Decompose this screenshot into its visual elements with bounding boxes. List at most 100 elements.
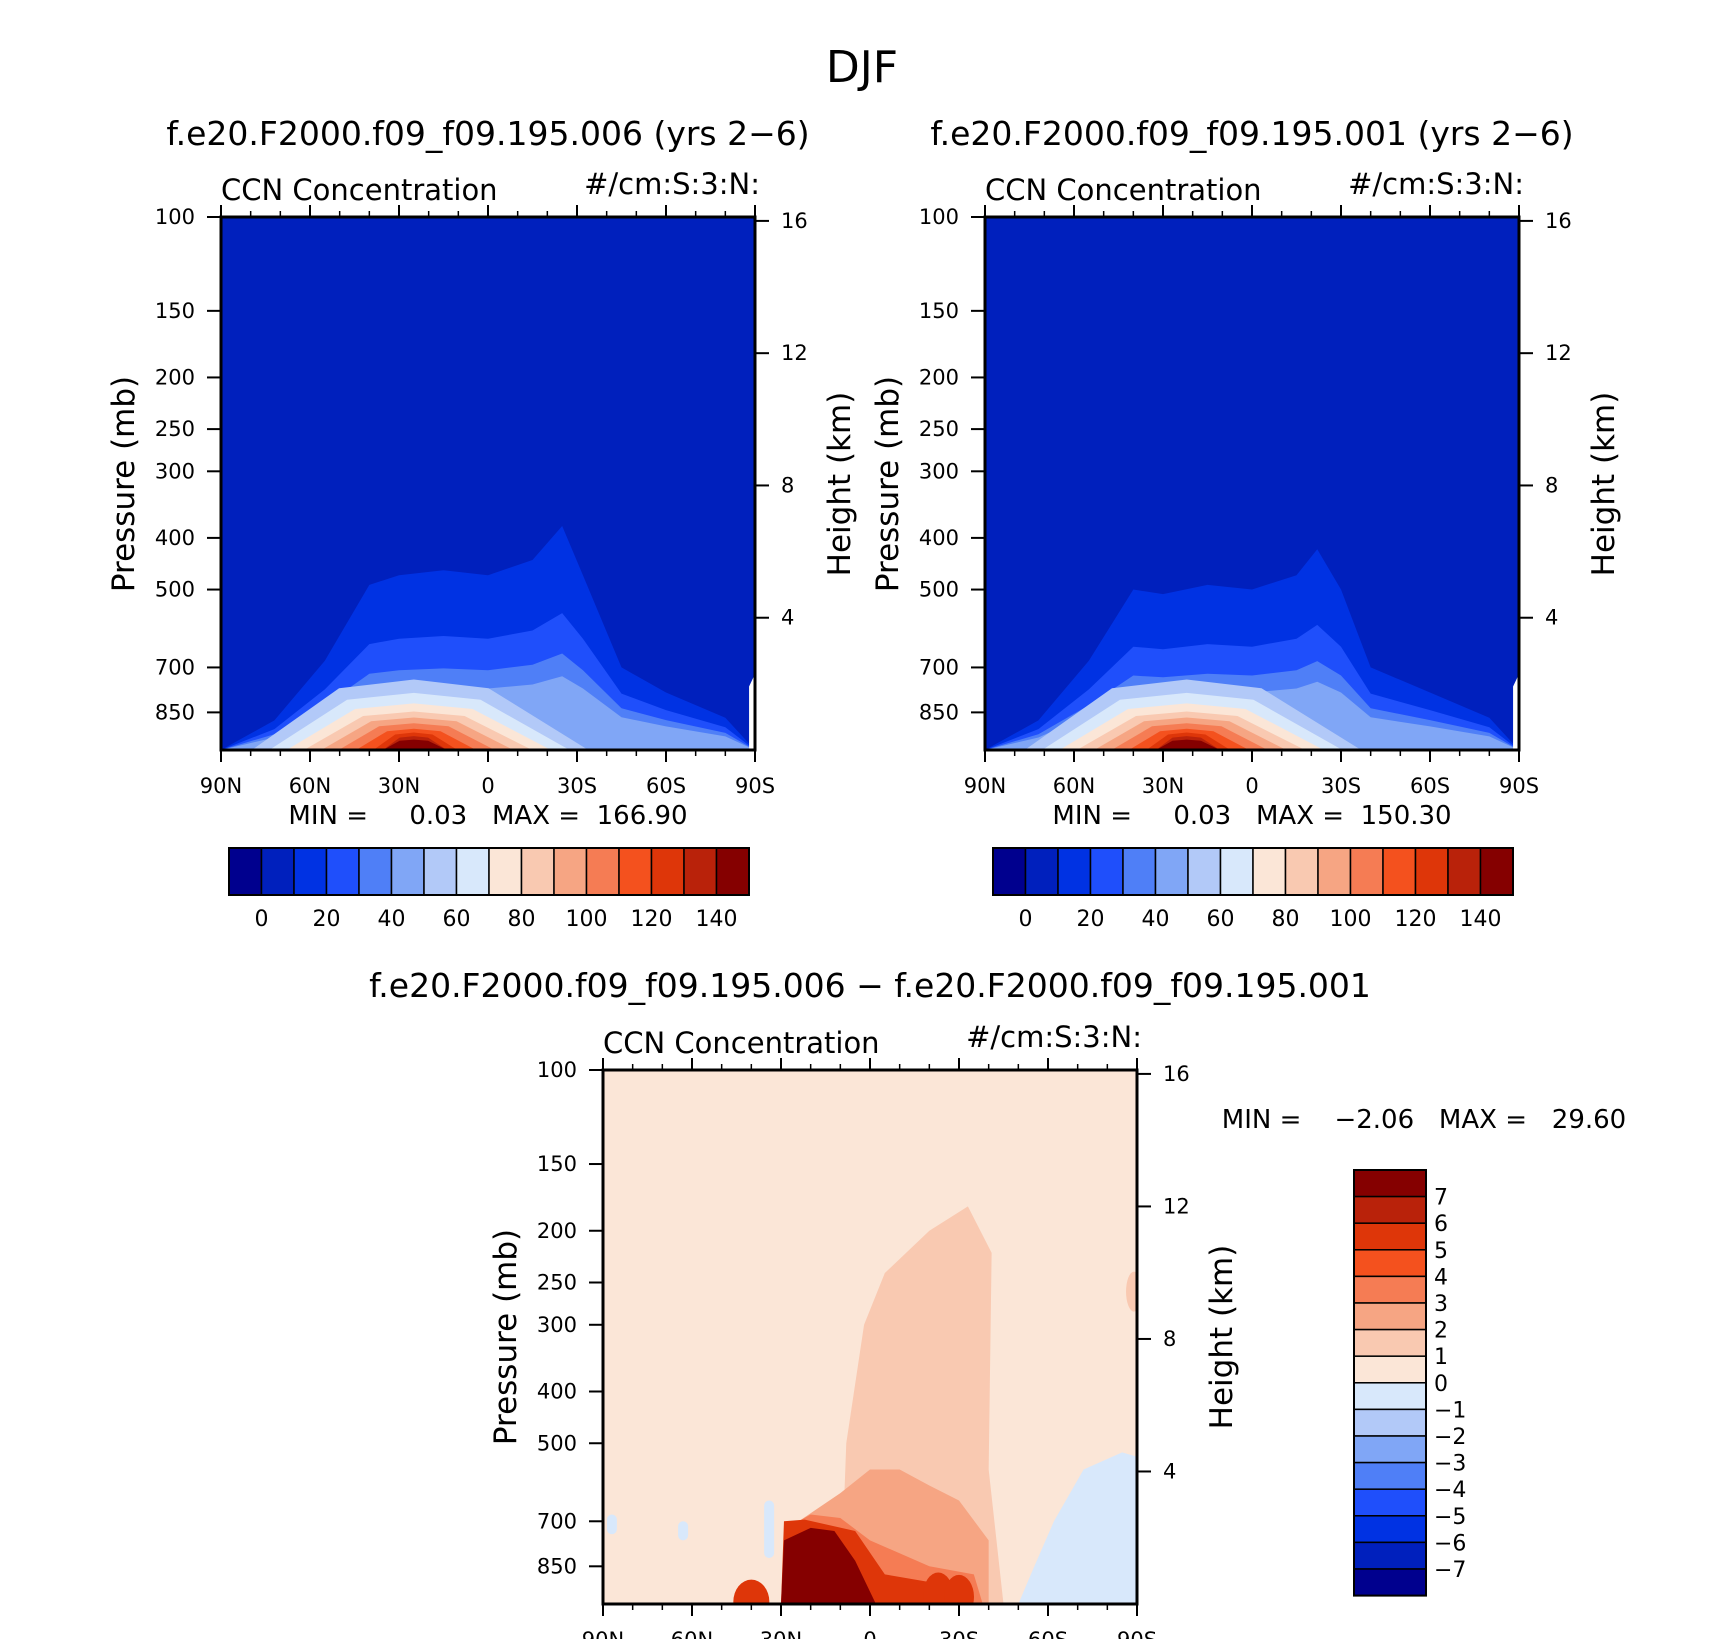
y-tick-label: 500 — [155, 578, 195, 602]
panel-a-colorbar: 0 20 40 60 80 100 120 140 — [228, 847, 750, 932]
colorbar-swatch — [1057, 847, 1092, 896]
colorbar-swatch — [1353, 1435, 1427, 1464]
y-tick-label: 150 — [155, 299, 195, 323]
colorbar-label: −4 — [1434, 1478, 1466, 1503]
colorbar-frame — [228, 847, 750, 896]
contour-level — [678, 1521, 689, 1541]
colorbar-swatch — [1353, 1302, 1427, 1331]
x-tick-label: 60S — [1028, 1628, 1068, 1639]
colorbar-swatch — [1353, 1195, 1427, 1224]
colorbar-swatch — [390, 847, 425, 896]
colorbar-swatch — [1353, 1328, 1427, 1357]
panel-b-right-label: #/cm:S:3:N: — [1348, 167, 1524, 201]
colorbar-swatch — [1353, 1568, 1427, 1597]
y-right-tick-label: 8 — [1163, 1327, 1176, 1351]
y-tick-label: 700 — [537, 1509, 577, 1533]
panel-a-plot-field — [221, 217, 755, 750]
panel-b-ylabel-right: Height (km) — [1586, 392, 1622, 577]
colorbar-swatch — [1353, 1169, 1427, 1198]
colorbar-swatch — [553, 847, 588, 896]
y-tick-label: 250 — [919, 417, 959, 441]
panel-b-ylabel: Pressure (mb) — [870, 376, 906, 592]
y-right-tick-label: 8 — [781, 473, 794, 497]
colorbar-label: 6 — [1434, 1212, 1448, 1237]
colorbar-label: 40 — [378, 907, 406, 932]
colorbar-label: 0 — [255, 907, 269, 932]
colorbar-swatch — [1353, 1355, 1427, 1384]
y-tick-label: 200 — [919, 365, 959, 389]
colorbar-swatch — [1353, 1222, 1427, 1251]
colorbar-swatch — [1349, 847, 1384, 896]
panel-b-axes: 90N 60N 30N 0 30S 60S 90S 100 150 200 250 300 400 500… — [919, 205, 1572, 798]
contour-level — [781, 1527, 876, 1604]
colorbar-label: 140 — [696, 907, 738, 932]
contour-level — [944, 1574, 974, 1604]
y-tick-label: 850 — [537, 1554, 577, 1578]
colorbar-swatch — [1219, 847, 1254, 896]
y-tick-label: 100 — [537, 1058, 577, 1082]
x-tick-label: 30S — [939, 1628, 979, 1639]
x-tick-label: 60S — [646, 774, 686, 798]
y-tick-label: 150 — [537, 1152, 577, 1176]
contour-level — [606, 1514, 617, 1535]
colorbar-label: 3 — [1434, 1292, 1448, 1317]
colorbar-swatch — [1382, 847, 1417, 896]
panel-b-left-label: CCN Concentration — [985, 173, 1262, 207]
colorbar-swatch — [1122, 847, 1157, 896]
x-tick-label: 60N — [289, 774, 331, 798]
y-right-tick-label: 4 — [781, 606, 794, 630]
y-right-tick-label: 16 — [781, 209, 808, 233]
colorbar-swatch — [325, 847, 360, 896]
panel-b-title: f.e20.F2000.f09_f09.195.001 (yrs 2−6) — [930, 114, 1573, 153]
colorbar-label: 0 — [1434, 1372, 1448, 1397]
colorbar-label: 20 — [1077, 907, 1105, 932]
y-tick-label: 850 — [919, 700, 959, 724]
x-tick-label: 0 — [481, 774, 494, 798]
colorbar-label: 140 — [1460, 907, 1502, 932]
x-tick-label: 90N — [582, 1628, 624, 1639]
x-tick-label: 30S — [557, 774, 597, 798]
contour-level — [382, 739, 448, 750]
panel-a-min-max: MIN = 0.03 MAX = 166.90 — [288, 801, 687, 831]
colorbar-swatch — [1284, 847, 1319, 896]
colorbar-swatch — [1154, 847, 1189, 896]
y-tick-label: 400 — [155, 526, 195, 550]
panel-c-right-label: #/cm:S:3:N: — [966, 1020, 1142, 1054]
panel-c-plot-field — [603, 1070, 1137, 1604]
colorbar-swatch — [683, 847, 718, 896]
colorbar-swatch — [455, 847, 490, 896]
panel-a-title: f.e20.F2000.f09_f09.195.006 (yrs 2−6) — [166, 114, 809, 153]
y-right-tick-label: 4 — [1163, 1459, 1176, 1483]
x-tick-label: 30N — [760, 1628, 802, 1639]
x-tick-label: 30S — [1321, 774, 1361, 798]
x-tick-label: 90S — [1117, 1628, 1157, 1639]
panel-c-min-max: MIN = −2.06 MAX = 29.60 — [1222, 1105, 1626, 1135]
panel-c-axes: 90N 60N 30N 0 30S 60S 90S 100 150 200 250 300 400 500… — [537, 1058, 1190, 1639]
colorbar-label: 5 — [1434, 1239, 1448, 1264]
colorbar-label: 80 — [1272, 907, 1300, 932]
colorbar-swatch — [618, 847, 653, 896]
y-tick-label: 300 — [537, 1313, 577, 1337]
x-tick-label: 60N — [1053, 774, 1095, 798]
y-right-tick-label: 16 — [1545, 209, 1572, 233]
panel-c: f.e20.F2000.f09_f09.195.006 − f.e20.F200… — [369, 966, 1626, 1639]
colorbar-swatch — [585, 847, 620, 896]
x-tick-label: 0 — [1245, 774, 1258, 798]
x-tick-label: 90N — [964, 774, 1006, 798]
colorbar-frame — [1353, 1169, 1427, 1597]
colorbar-swatch — [1479, 847, 1514, 896]
y-tick-label: 150 — [919, 299, 959, 323]
colorbar-label: −6 — [1434, 1531, 1466, 1556]
y-tick-label: 200 — [155, 365, 195, 389]
colorbar-label: −3 — [1434, 1452, 1466, 1477]
colorbar-swatch — [260, 847, 295, 896]
colorbar-swatch — [1353, 1488, 1427, 1517]
colorbar-swatch — [358, 847, 393, 896]
colorbar-swatch — [1447, 847, 1482, 896]
y-tick-label: 400 — [537, 1380, 577, 1404]
panel-b: f.e20.F2000.f09_f09.195.001 (yrs 2−6) CC… — [870, 114, 1622, 932]
colorbar-label: 100 — [1330, 907, 1372, 932]
panel-a-right-label: #/cm:S:3:N: — [584, 167, 760, 201]
colorbar-label: −2 — [1434, 1425, 1466, 1450]
